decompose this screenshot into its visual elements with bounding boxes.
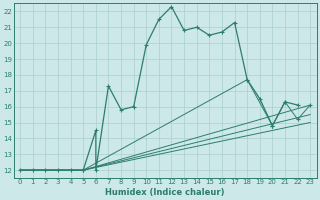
X-axis label: Humidex (Indice chaleur): Humidex (Indice chaleur) <box>106 188 225 197</box>
